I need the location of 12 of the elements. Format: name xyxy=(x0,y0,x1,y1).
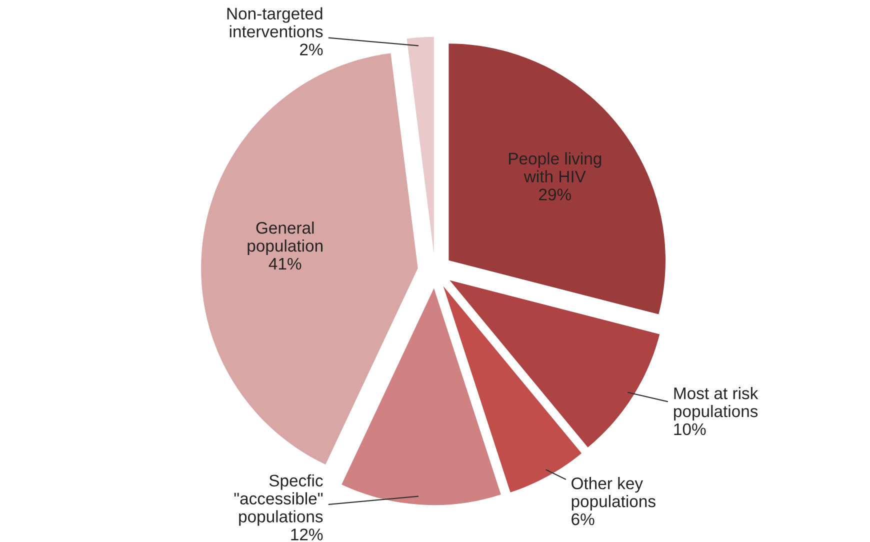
slice-label: General population xyxy=(248,222,322,256)
data-label: 12% xyxy=(291,528,323,540)
data-label: 41% xyxy=(268,258,302,270)
slice-label: Other key populations xyxy=(572,477,656,511)
slice-label: People living with HIV xyxy=(509,152,602,182)
data-label: 10% xyxy=(674,423,706,436)
data-label: 29% xyxy=(539,188,571,200)
slice-label: Non-targeted interventions xyxy=(227,7,323,38)
data-label: 2% xyxy=(300,44,323,56)
slice-label: Specfic "accessible" populations xyxy=(234,474,323,526)
slice-label: Most at risk populations xyxy=(674,387,758,420)
data-label: 6% xyxy=(572,513,594,526)
